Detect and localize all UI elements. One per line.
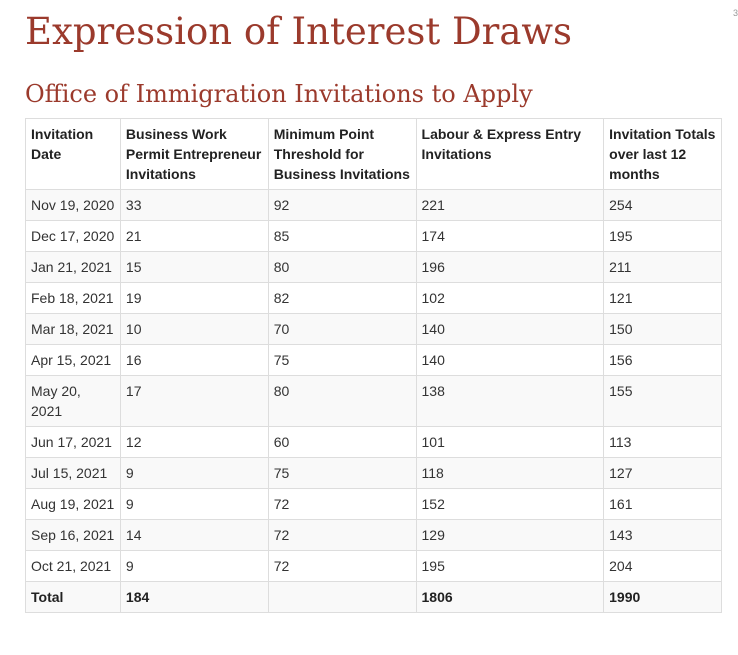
cell-threshold: 75 [267, 457, 417, 489]
cell-date: May 20, 2021 [25, 375, 121, 427]
cell-total: 254 [603, 189, 722, 221]
cell-business: 19 [119, 282, 269, 314]
table-row: Aug 19, 2021 9 72 152 161 [25, 488, 722, 520]
cell-date: Nov 19, 2020 [25, 189, 121, 221]
cell-total: 127 [603, 457, 722, 489]
total-business: 184 [119, 581, 269, 613]
header-business-invitations: Business Work Permit Entrepreneur Invita… [119, 118, 269, 190]
cell-business: 14 [119, 519, 269, 551]
total-labour: 1806 [415, 581, 605, 613]
cell-threshold: 80 [267, 375, 417, 427]
table-row: Sep 16, 2021 14 72 129 143 [25, 519, 722, 551]
cell-business: 17 [119, 375, 269, 427]
table-row: Jan 21, 2021 15 80 196 211 [25, 251, 722, 283]
total-label: Total [25, 581, 121, 613]
cell-labour: 221 [415, 189, 605, 221]
table-row: Mar 18, 2021 10 70 140 150 [25, 313, 722, 345]
cell-total: 161 [603, 488, 722, 520]
cell-labour: 101 [415, 426, 605, 458]
table-row: Jun 17, 2021 12 60 101 113 [25, 426, 722, 458]
cell-labour: 129 [415, 519, 605, 551]
cell-labour: 196 [415, 251, 605, 283]
cell-labour: 174 [415, 220, 605, 252]
corner-mark: 3 [733, 8, 738, 18]
table-row: Jul 15, 2021 9 75 118 127 [25, 457, 722, 489]
cell-business: 33 [119, 189, 269, 221]
cell-labour: 138 [415, 375, 605, 427]
total-invitations: 1990 [603, 581, 722, 613]
cell-total: 150 [603, 313, 722, 345]
cell-total: 155 [603, 375, 722, 427]
table-row: Feb 18, 2021 19 82 102 121 [25, 282, 722, 314]
table-row: Apr 15, 2021 16 75 140 156 [25, 344, 722, 376]
cell-business: 9 [119, 457, 269, 489]
cell-date: Feb 18, 2021 [25, 282, 121, 314]
table-body: Nov 19, 2020 33 92 221 254 Dec 17, 2020 … [25, 189, 722, 613]
section-title: Office of Immigration Invitations to App… [25, 80, 533, 108]
cell-threshold: 80 [267, 251, 417, 283]
cell-labour: 102 [415, 282, 605, 314]
cell-labour: 152 [415, 488, 605, 520]
cell-business: 9 [119, 488, 269, 520]
header-invitation-date: Invitation Date [25, 118, 121, 190]
cell-labour: 195 [415, 550, 605, 582]
header-minimum-points: Minimum Point Threshold for Business Inv… [267, 118, 417, 190]
cell-threshold: 70 [267, 313, 417, 345]
cell-total: 143 [603, 519, 722, 551]
cell-threshold: 72 [267, 550, 417, 582]
cell-business: 12 [119, 426, 269, 458]
cell-date: Oct 21, 2021 [25, 550, 121, 582]
table-row: Nov 19, 2020 33 92 221 254 [25, 189, 722, 221]
cell-threshold: 72 [267, 488, 417, 520]
cell-threshold: 92 [267, 189, 417, 221]
table-row: May 20, 2021 17 80 138 155 [25, 375, 722, 427]
header-row: Invitation Date Business Work Permit Ent… [25, 118, 722, 190]
cell-date: Dec 17, 2020 [25, 220, 121, 252]
cell-total: 211 [603, 251, 722, 283]
cell-business: 9 [119, 550, 269, 582]
cell-business: 16 [119, 344, 269, 376]
cell-date: Jan 21, 2021 [25, 251, 121, 283]
page-title: Expression of Interest Draws [25, 10, 573, 53]
cell-threshold: 75 [267, 344, 417, 376]
cell-date: Aug 19, 2021 [25, 488, 121, 520]
cell-labour: 140 [415, 313, 605, 345]
cell-date: Apr 15, 2021 [25, 344, 121, 376]
draws-table: Invitation Date Business Work Permit Ent… [25, 118, 722, 613]
header-labour-express-invitations: Labour & Express Entry Invitations [415, 118, 605, 190]
table-row: Dec 17, 2020 21 85 174 195 [25, 220, 722, 252]
header-invitation-totals: Invitation Totals over last 12 months [603, 118, 722, 190]
cell-total: 204 [603, 550, 722, 582]
cell-total: 195 [603, 220, 722, 252]
cell-business: 21 [119, 220, 269, 252]
total-threshold [267, 581, 417, 613]
cell-business: 10 [119, 313, 269, 345]
cell-date: Jun 17, 2021 [25, 426, 121, 458]
cell-date: Jul 15, 2021 [25, 457, 121, 489]
cell-total: 113 [603, 426, 722, 458]
cell-threshold: 60 [267, 426, 417, 458]
cell-total: 121 [603, 282, 722, 314]
cell-threshold: 72 [267, 519, 417, 551]
cell-labour: 118 [415, 457, 605, 489]
cell-threshold: 85 [267, 220, 417, 252]
table-header: Invitation Date Business Work Permit Ent… [25, 118, 722, 190]
cell-threshold: 82 [267, 282, 417, 314]
cell-labour: 140 [415, 344, 605, 376]
table-row: Oct 21, 2021 9 72 195 204 [25, 550, 722, 582]
total-row: Total 184 1806 1990 [25, 581, 722, 613]
cell-business: 15 [119, 251, 269, 283]
cell-date: Sep 16, 2021 [25, 519, 121, 551]
cell-date: Mar 18, 2021 [25, 313, 121, 345]
cell-total: 156 [603, 344, 722, 376]
